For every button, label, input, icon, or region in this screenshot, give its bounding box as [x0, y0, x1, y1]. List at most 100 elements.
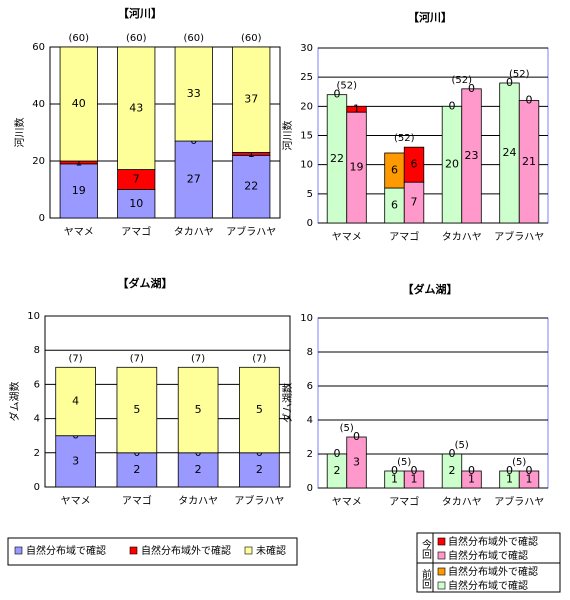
value-label: 23 [465, 149, 479, 162]
bar-segment [346, 105, 367, 113]
x-tick-label: ヤマメ [64, 227, 94, 238]
total-label: (52) [394, 133, 415, 144]
value-label: 1 [411, 473, 418, 486]
bar-segment [117, 46, 156, 170]
total-label: (52) [336, 81, 357, 92]
value-label: 0 [506, 76, 513, 89]
legend-label: 自然分布域外で確認 [448, 565, 538, 578]
y-tick-label: 10 [300, 160, 313, 171]
total-label: (60) [68, 33, 89, 44]
total-label: (52) [509, 69, 530, 80]
legend-label: 自然分布域で確認 [448, 549, 528, 562]
y-tick-label: 4 [307, 415, 313, 426]
legend-label: 自然分布域外で確認 [141, 544, 231, 557]
value-label: 6 [411, 158, 418, 171]
legend-swatch [129, 546, 138, 555]
value-label: 0 [333, 88, 340, 101]
value-label: 10 [129, 197, 143, 210]
y-tick-label: 6 [34, 379, 40, 390]
bar-segment [55, 366, 96, 437]
value-label: 37 [244, 93, 258, 106]
y-tick-label: 8 [34, 345, 40, 356]
y-tick-label: 0 [307, 218, 313, 229]
y-tick-label: 60 [32, 42, 45, 53]
bar-segment [59, 46, 98, 162]
bar-segment [174, 46, 213, 142]
value-label: 2 [448, 464, 455, 477]
y-tick-label: 2 [34, 448, 40, 459]
value-label: 3 [72, 454, 79, 467]
bar-segment [403, 146, 425, 183]
value-label: 6 [391, 164, 398, 177]
legend-swatch [244, 546, 253, 555]
y-tick-label: 0 [39, 213, 45, 224]
value-label: 22 [330, 152, 344, 165]
value-label: 20 [445, 158, 459, 171]
value-label: 24 [502, 146, 516, 159]
value-label: 0 [391, 464, 398, 477]
value-label: 0 [353, 430, 360, 443]
total-label: (7) [69, 353, 83, 364]
y-tick-label: 20 [300, 101, 313, 112]
y-tick-label: 2 [307, 449, 313, 460]
value-label: 4 [72, 395, 79, 408]
value-label: 5 [133, 403, 140, 416]
value-label: 1 [526, 473, 533, 486]
chart-title: 【ダム湖】 [403, 282, 458, 296]
value-label: 1 [353, 102, 360, 115]
value-label: 1 [468, 473, 475, 486]
value-label: 43 [129, 101, 143, 114]
y-tick-label: 6 [307, 381, 313, 392]
x-tick-label: アブラハヤ [494, 230, 544, 243]
total-label: (5) [512, 457, 526, 468]
total-label: (60) [183, 33, 204, 44]
value-label: 0 [526, 464, 533, 477]
bar-segment [232, 154, 271, 219]
x-tick-label: ヤマメ [332, 232, 362, 243]
x-tick-label: タカハヤ [174, 226, 214, 238]
y-tick-label: 25 [300, 72, 313, 83]
value-label: 2 [333, 464, 340, 477]
bar-segment [461, 88, 482, 224]
bar-segment [174, 140, 213, 219]
y-tick-label: 40 [32, 99, 45, 110]
value-label: 7 [133, 173, 140, 186]
total-label: (5) [340, 423, 354, 434]
value-label: 19 [350, 161, 364, 174]
value-label: 1 [75, 155, 82, 168]
legend-label: 自然分布域で確認 [448, 579, 528, 592]
value-label: 1 [506, 473, 513, 486]
legend-swatch [437, 567, 446, 576]
value-label: 0 [333, 447, 340, 460]
y-tick-label: 4 [34, 414, 40, 425]
legend-swatch [14, 546, 23, 555]
y-tick-label: 10 [27, 311, 40, 322]
y-tick-label: 10 [300, 313, 313, 324]
y-axis-label: ダム湖数 [281, 383, 294, 423]
chart-title: 【河川】 [118, 6, 162, 20]
value-label: 22 [244, 180, 258, 193]
value-label: 5 [256, 403, 263, 416]
value-label: 0 [526, 94, 533, 107]
value-label: 7 [411, 196, 418, 209]
value-label: 27 [187, 173, 201, 186]
y-tick-label: 30 [300, 43, 313, 54]
legend-swatch [437, 537, 446, 546]
bar-segment [403, 470, 425, 489]
y-tick-label: 8 [307, 347, 313, 358]
bar-segment [177, 366, 219, 454]
value-label: 0 [468, 82, 475, 95]
total-label: (7) [252, 353, 266, 364]
legend-label: 自然分布域外で確認 [448, 535, 538, 548]
chart-title: 【河川】 [408, 10, 452, 24]
value-label: 0 [448, 447, 455, 460]
value-label: 19 [72, 184, 86, 197]
value-label: 1 [248, 147, 255, 160]
bar-segment [116, 452, 158, 488]
legend-label: 自然分布域で確認 [26, 544, 106, 557]
bar-segment [461, 470, 482, 489]
y-tick-label: 0 [34, 482, 40, 493]
x-tick-label: アブラハヤ [494, 495, 544, 508]
value-label: 5 [195, 403, 202, 416]
